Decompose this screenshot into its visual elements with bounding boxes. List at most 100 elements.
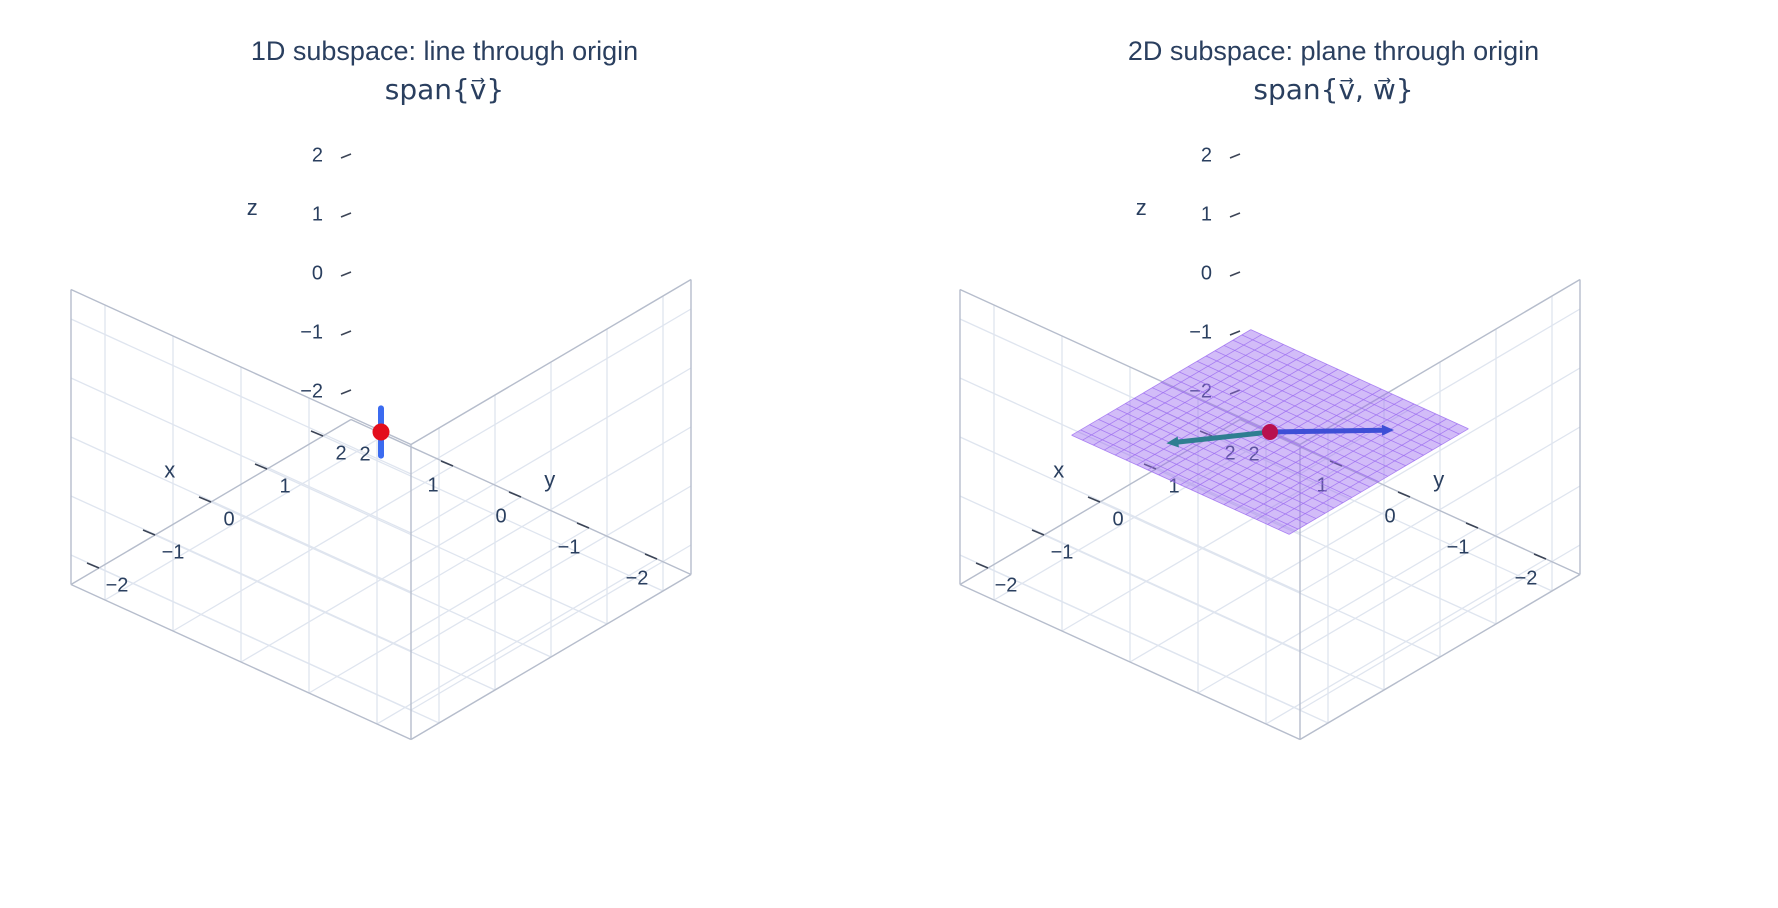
y-axis-title: y — [1433, 467, 1444, 492]
cube-edge — [70, 583, 412, 741]
cube-edge — [70, 288, 412, 446]
grid-line — [959, 377, 1301, 534]
x-tick — [1199, 430, 1213, 437]
plane-mesh-line — [1114, 349, 1295, 456]
grid-line — [993, 434, 1275, 601]
grid-line — [322, 435, 664, 592]
z-tick — [1229, 271, 1241, 277]
origin-point — [372, 423, 390, 441]
grid-line — [959, 436, 1301, 593]
y-tick-label: −1 — [1447, 536, 1470, 558]
x-tick-label: −2 — [106, 574, 129, 596]
x-tick — [310, 430, 324, 437]
cube-edge — [959, 583, 1301, 741]
x-tick — [975, 562, 989, 569]
plane-mesh-line — [1158, 368, 1339, 476]
chart-panel-2d: 2D subspace: plane through origin span{v… — [889, 0, 1778, 908]
cube-edge — [1299, 573, 1581, 741]
x-tick-label: 1 — [279, 475, 290, 497]
x-tick — [1143, 463, 1157, 470]
chart-title: 2D subspace: plane through origin — [1127, 36, 1540, 66]
x-tick — [1031, 529, 1045, 536]
plane-mesh-line — [1169, 376, 1388, 477]
x-tick-label: −1 — [162, 541, 185, 563]
x-tick — [1087, 496, 1101, 503]
plane-mesh-line — [1187, 366, 1406, 467]
plane-mesh-line — [1223, 345, 1442, 446]
vector-v-shaft — [1267, 427, 1385, 435]
z-tick — [1229, 389, 1241, 395]
z-tick-label: 0 — [312, 262, 323, 284]
plane-mesh-line — [1241, 334, 1460, 435]
grid-line — [1129, 496, 1411, 663]
y-tick-label: 0 — [1384, 505, 1395, 527]
plane-mesh-line — [1196, 360, 1415, 461]
z-tick-label: 0 — [1201, 262, 1212, 284]
grid-line — [70, 377, 412, 534]
y-tick — [1329, 460, 1343, 467]
plane-mesh-line — [1082, 334, 1262, 441]
y-tick-label: 2 — [1248, 443, 1259, 465]
y-tick — [576, 522, 590, 529]
grid-line — [1155, 468, 1497, 625]
z-tick-label: 1 — [1201, 203, 1212, 225]
y-tick-label: −2 — [1515, 567, 1538, 589]
grid-line — [104, 434, 386, 601]
grid-line — [1299, 426, 1581, 593]
z-tick-label: −2 — [300, 380, 323, 402]
z-tick-label: −1 — [300, 321, 323, 343]
z-tick-label: 2 — [1201, 144, 1212, 166]
y-tick — [644, 553, 658, 560]
chart-subtitle: span{v⃗} — [384, 73, 505, 106]
grid-line — [410, 308, 692, 475]
plane-mesh-line — [1104, 344, 1284, 451]
x-tick-label: 1 — [1168, 475, 1179, 497]
x-tick — [142, 529, 156, 536]
cube-edge — [410, 573, 692, 741]
chart-subtitle: span{v⃗, w⃗} — [1253, 73, 1414, 106]
grid-line — [1299, 367, 1581, 534]
x-tick-label: 0 — [1112, 508, 1123, 530]
z-tick — [340, 389, 352, 395]
vector-v-head — [1381, 424, 1394, 436]
z-tick-label: −1 — [1189, 321, 1212, 343]
grid-line — [70, 436, 412, 593]
grid-line — [410, 367, 692, 534]
vector-w-head — [1166, 436, 1179, 448]
cube-edge — [959, 288, 1301, 446]
z-tick-label: 2 — [312, 144, 323, 166]
grid-line — [70, 318, 412, 475]
y-tick — [1465, 522, 1479, 529]
plot-3d-line-scene[interactable]: −2 −1 0 1 2 −2 −1 0 1 2 −2 −1 0 1 2 x y z — [0, 0, 889, 908]
origin-point — [1262, 424, 1278, 440]
z-tick — [340, 212, 352, 218]
grid-line — [1211, 435, 1553, 592]
x-tick — [254, 463, 268, 470]
z-tick — [340, 153, 352, 159]
x-tick-label: 0 — [223, 508, 234, 530]
grid-line — [266, 468, 608, 625]
z-tick — [1229, 153, 1241, 159]
cube-edge — [410, 278, 692, 446]
z-tick — [340, 271, 352, 277]
x-tick — [198, 496, 212, 503]
plane-mesh-line — [1169, 373, 1349, 481]
grid-line — [240, 496, 522, 663]
plane-mesh-line — [1125, 354, 1306, 461]
y-tick — [1397, 491, 1411, 498]
grid-line — [1061, 465, 1343, 632]
x-axis-title: x — [1053, 458, 1064, 483]
x-tick-label: 2 — [1224, 442, 1235, 464]
z-tick-label: 1 — [312, 203, 323, 225]
plane-mesh-line — [1232, 339, 1451, 440]
y-tick — [440, 460, 454, 467]
z-tick — [340, 330, 352, 336]
z-tick — [1229, 330, 1241, 336]
z-axis-title: z — [247, 195, 258, 220]
y-tick-label: 2 — [359, 443, 370, 465]
plane-mesh-line — [1178, 371, 1397, 472]
x-axis-title: x — [164, 458, 175, 483]
vector-w-shaft — [1175, 429, 1273, 445]
plane-mesh-line — [1205, 355, 1424, 456]
